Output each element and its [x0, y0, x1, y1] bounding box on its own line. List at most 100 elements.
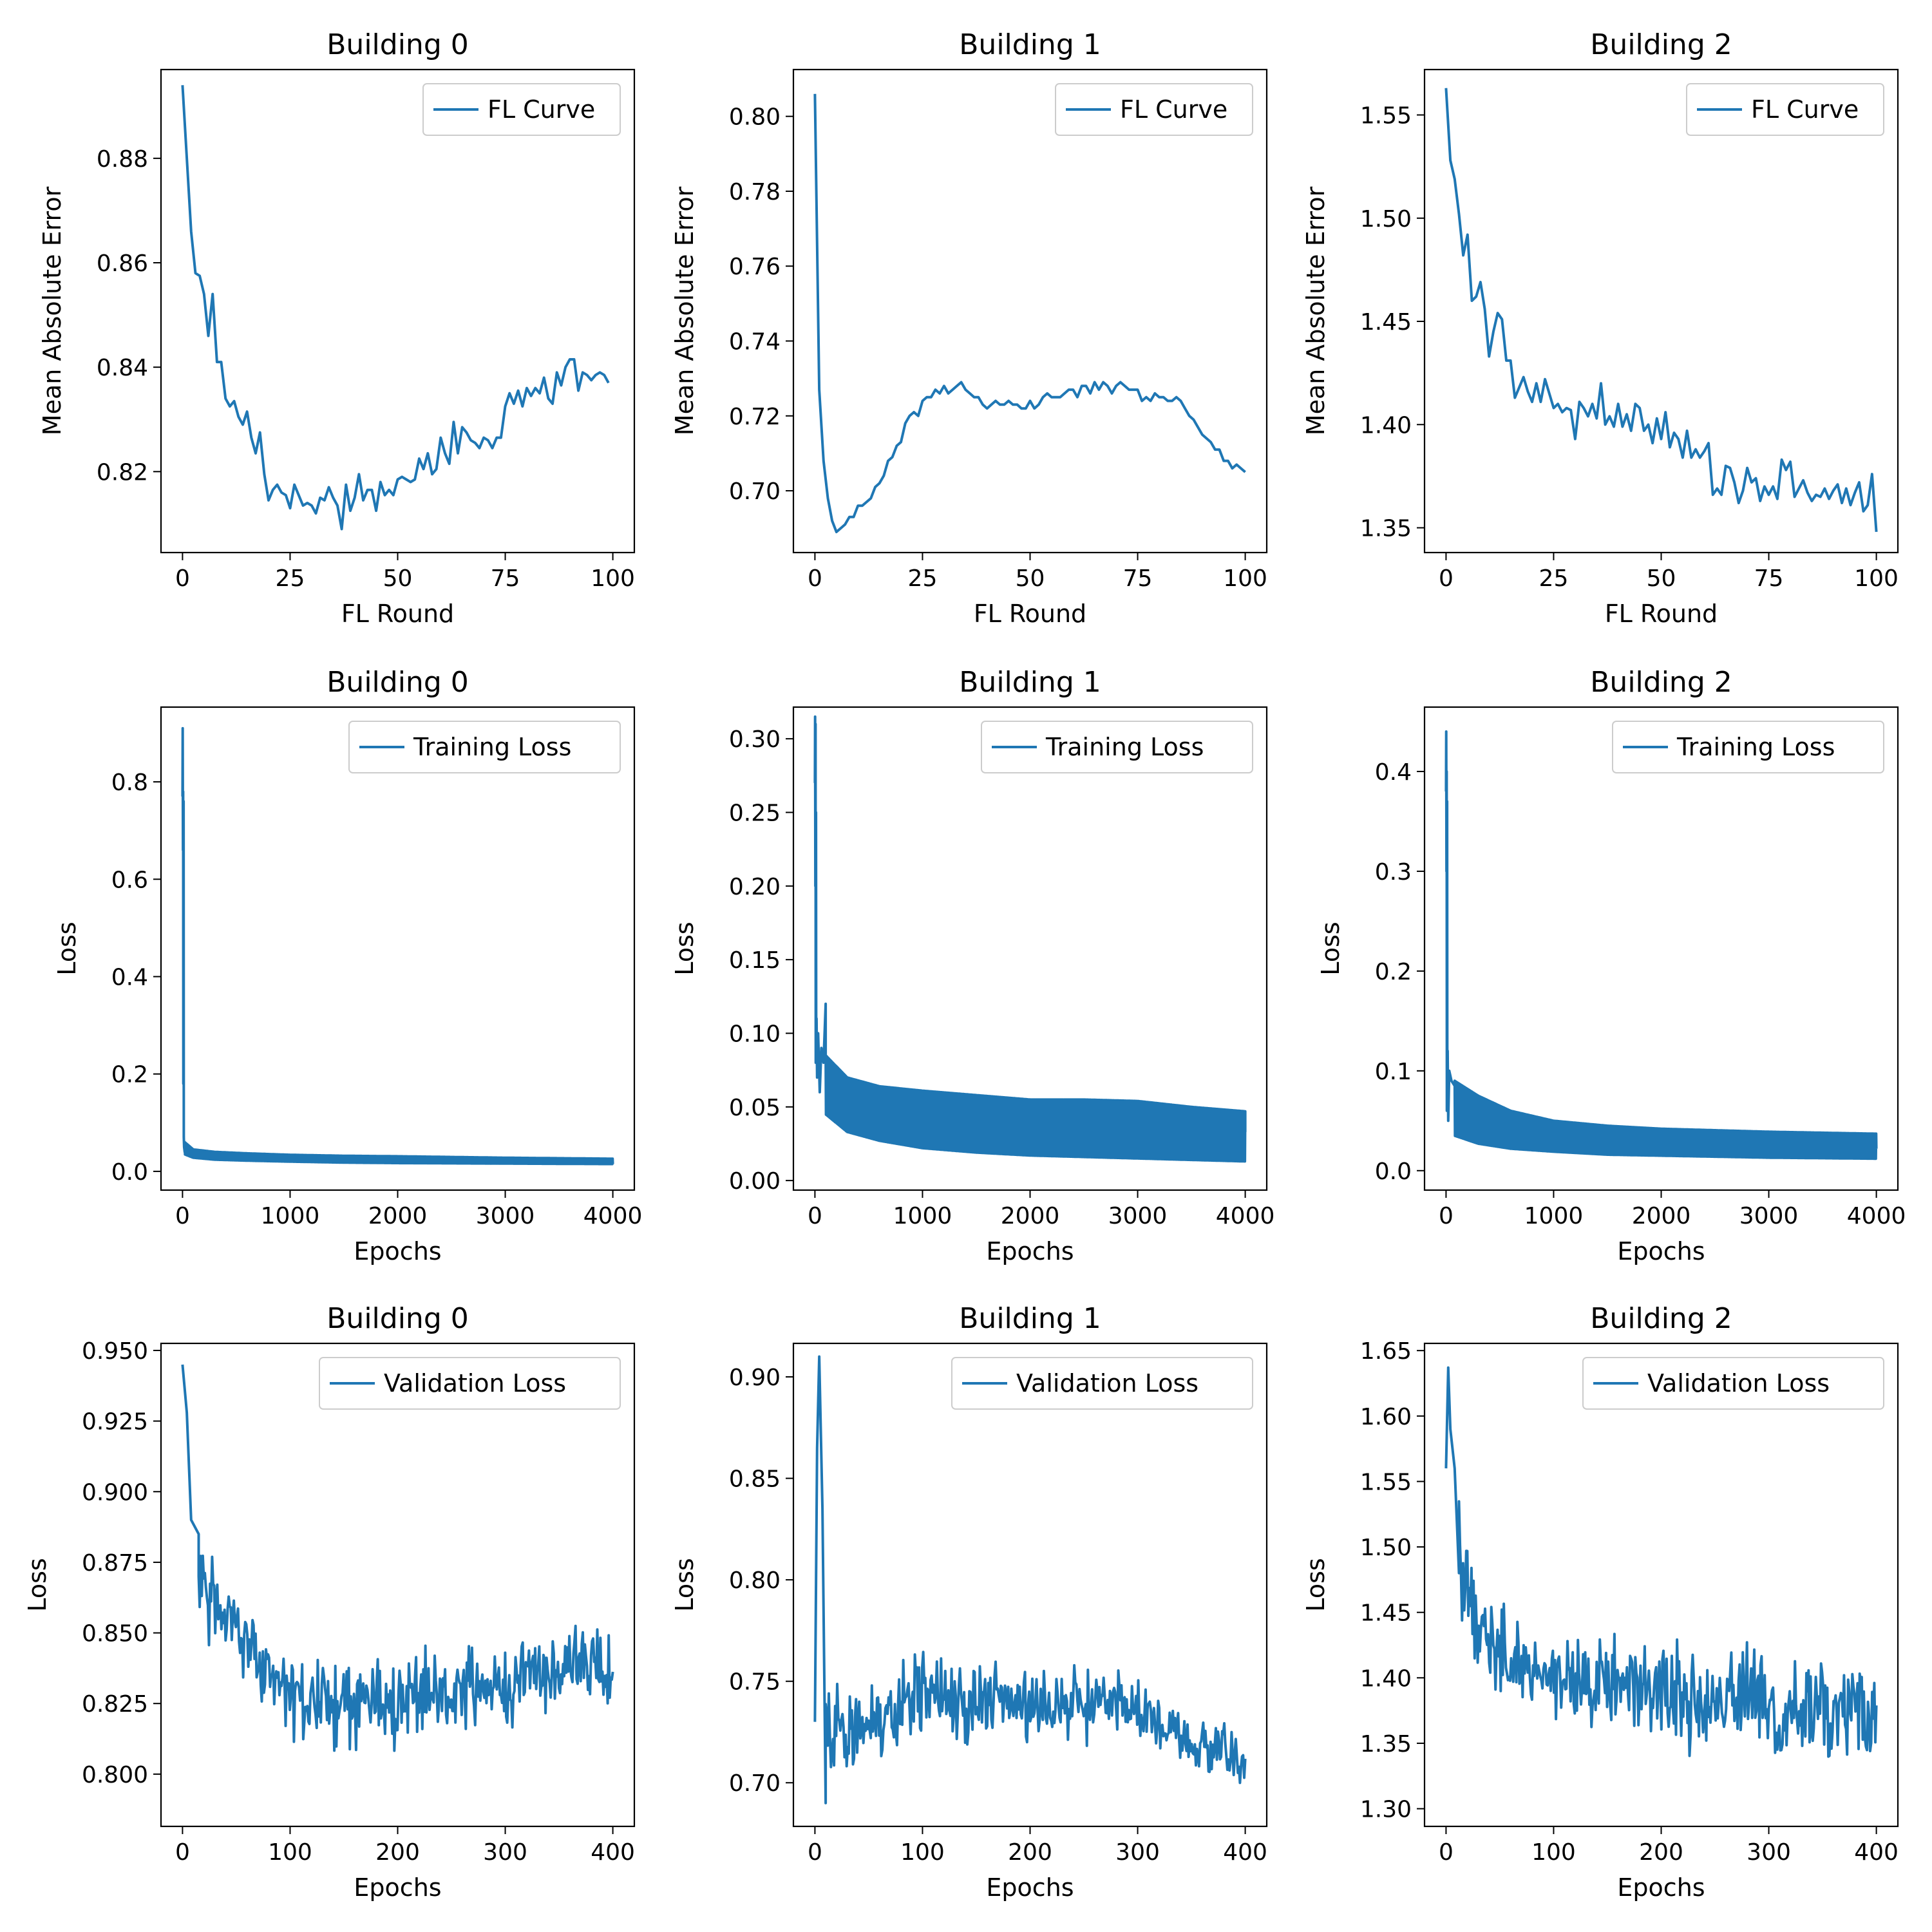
y-tick-label: 0.05: [729, 1095, 781, 1121]
y-tick-label: 1.60: [1360, 1404, 1412, 1430]
x-tick-label: 4000: [1216, 1203, 1275, 1229]
x-tick-label: 100: [1223, 565, 1267, 592]
y-axis-label: Mean Absolute Error: [1302, 186, 1330, 435]
y-tick-label: 0.70: [729, 1770, 781, 1797]
x-tick-label: 75: [1123, 565, 1153, 592]
legend-box: [422, 83, 621, 136]
y-tick-label: 0.6: [111, 867, 148, 893]
y-tick-label: 0.72: [729, 404, 781, 430]
y-axis-label: Loss: [23, 1558, 52, 1611]
series-line-fl-curve: [181, 85, 610, 531]
legend-label: Training Loss: [413, 733, 571, 761]
x-axis-label: Epochs: [1617, 1873, 1705, 1902]
y-tick-label: 0.875: [82, 1550, 148, 1577]
legend-box: [1612, 721, 1884, 773]
x-axis-label: Epochs: [986, 1873, 1074, 1902]
y-tick-label: 0.88: [97, 146, 148, 173]
subplot-4: 0 1000 2000 3000 4000 0.0 0.2 0.4 0.6 0.8 Building…: [53, 666, 642, 1265]
x-tick-label: 25: [908, 565, 938, 592]
y-tick-label: 0.10: [729, 1021, 781, 1047]
series-line-fl-curve: [813, 93, 1246, 533]
y-tick-label: 1.35: [1360, 1731, 1412, 1757]
x-tick-label: 0: [1439, 1839, 1454, 1866]
x-axis-label: Epochs: [354, 1873, 441, 1902]
legend-box: [319, 1357, 621, 1410]
x-tick-label: 0: [808, 1839, 822, 1866]
y-tick-label: 0.00: [729, 1168, 781, 1195]
x-axis-label: FL Round: [341, 600, 454, 628]
x-tick-label: 0: [808, 1203, 822, 1229]
legend-label: Validation Loss: [384, 1369, 566, 1397]
legend-box: [1055, 83, 1253, 136]
y-tick-label: 1.35: [1360, 516, 1412, 542]
x-tick-label: 50: [1016, 565, 1045, 592]
x-tick-label: 75: [491, 565, 520, 592]
y-tick-label: 0.8: [111, 770, 148, 796]
y-tick-label: 1.50: [1360, 1535, 1412, 1561]
subplot-6: 0 1000 2000 3000 4000 0.0 0.1 0.2 0.3 0.4 Building…: [1316, 666, 1906, 1265]
y-axis-label: Mean Absolute Error: [670, 186, 699, 435]
x-tick-label: 50: [383, 565, 413, 592]
x-tick-label: 100: [1531, 1839, 1576, 1866]
legend-label: Validation Loss: [1647, 1369, 1830, 1397]
y-tick-label: 0.82: [97, 459, 148, 486]
x-tick-label: 2000: [1632, 1203, 1691, 1229]
x-tick-label: 3000: [1108, 1203, 1168, 1229]
x-tick-label: 300: [483, 1839, 527, 1866]
y-tick-label: 1.65: [1360, 1338, 1412, 1365]
x-tick-label: 75: [1754, 565, 1784, 592]
y-tick-label: 0.825: [82, 1691, 148, 1718]
y-tick-label: 0.76: [729, 254, 781, 280]
y-tick-label: 0.1: [1375, 1059, 1412, 1085]
y-tick-label: 0.30: [729, 726, 781, 753]
y-tick-label: 0.900: [82, 1479, 148, 1506]
y-tick-label: 0.800: [82, 1762, 148, 1788]
series-line-training-loss: [1444, 730, 1878, 1160]
series-line-training-loss: [813, 715, 1247, 1163]
y-tick-label: 0.90: [729, 1365, 781, 1391]
legend-label: FL Curve: [1120, 95, 1227, 124]
y-axis-label: Loss: [670, 922, 699, 975]
x-tick-label: 3000: [476, 1203, 535, 1229]
x-tick-label: 400: [591, 1839, 635, 1866]
x-tick-label: 0: [808, 565, 822, 592]
x-tick-label: 2000: [368, 1203, 428, 1229]
y-tick-label: 0.0: [1375, 1159, 1412, 1185]
y-tick-label: 0.850: [82, 1621, 148, 1647]
x-tick-label: 0: [1439, 1203, 1454, 1229]
y-tick-label: 0.15: [729, 947, 781, 974]
x-tick-label: 0: [1439, 565, 1454, 592]
x-tick-label: 100: [268, 1839, 312, 1866]
y-tick-label: 1.45: [1360, 309, 1412, 336]
y-tick-label: 0.25: [729, 800, 781, 826]
legend-label: Training Loss: [1676, 733, 1835, 761]
subplot-title: Building 2: [1590, 666, 1732, 699]
subplot-title: Building 2: [1590, 1302, 1732, 1335]
series-line-validation-loss: [1444, 1366, 1878, 1758]
subplot-5: 0 1000 2000 3000 4000 0.00 0.05 0.10 0.15 0.20 0.2…: [670, 666, 1274, 1265]
x-tick-label: 1000: [893, 1203, 952, 1229]
subplot-title: Building 0: [327, 28, 468, 61]
x-tick-label: 400: [1223, 1839, 1267, 1866]
x-tick-label: 200: [1008, 1839, 1052, 1866]
subplot-1: 0 25 50 75 100 0.82 0.84 0.86 0.88 Building 0 FL R…: [38, 28, 636, 628]
y-tick-label: 0.20: [729, 874, 781, 900]
subplot-title: Building 2: [1590, 28, 1732, 61]
x-tick-label: 1000: [261, 1203, 320, 1229]
y-tick-label: 0.2: [111, 1062, 148, 1088]
x-axis-label: FL Round: [1605, 600, 1718, 628]
series-line-validation-loss: [181, 1364, 614, 1752]
legend-box: [951, 1357, 1253, 1410]
y-axis-label: Loss: [670, 1558, 699, 1611]
series-line-training-loss: [181, 726, 614, 1166]
axes-frame: [1423, 68, 1899, 554]
axes-frame: [160, 706, 636, 1191]
x-axis-label: FL Round: [974, 600, 1086, 628]
axes-frame: [160, 1342, 636, 1828]
subplot-title: Building 1: [959, 666, 1101, 699]
subplot-7: 0 100 200 300 400 0.800 0.825 0.850 0.875 0.900 0.…: [23, 1302, 636, 1902]
series-line-validation-loss: [813, 1355, 1247, 1804]
legend-label: FL Curve: [1751, 95, 1859, 124]
y-tick-label: 0.84: [97, 355, 148, 381]
